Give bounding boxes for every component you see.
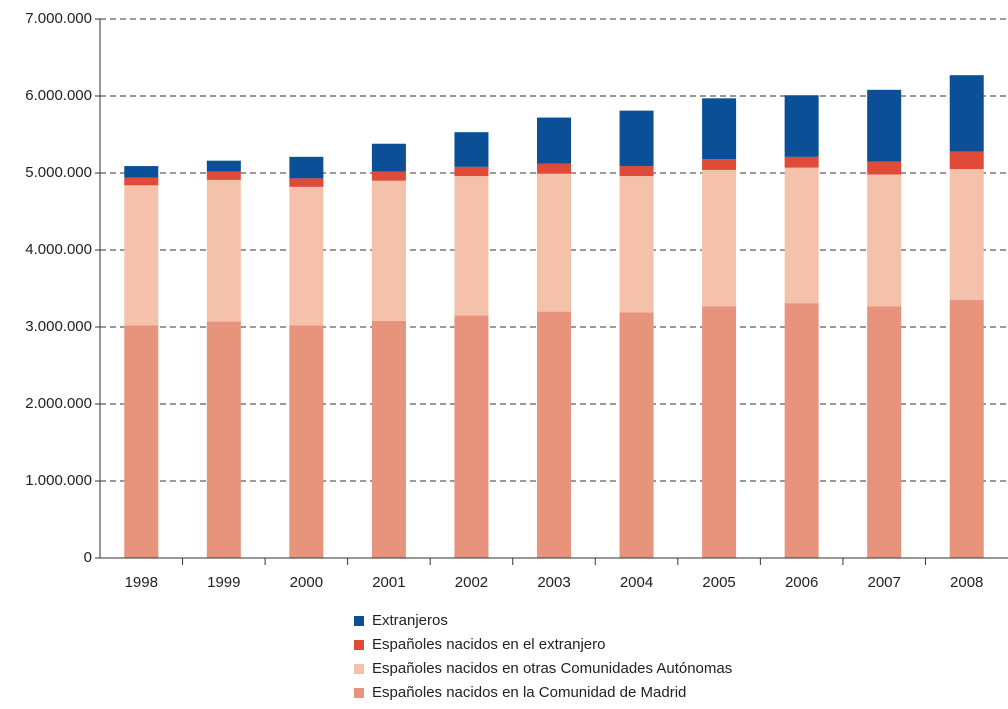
bar-segment	[949, 151, 984, 170]
bar-segment	[371, 180, 406, 321]
bar-segment	[949, 300, 984, 558]
x-tick-label: 1999	[207, 574, 240, 591]
y-tick-label: 1.000.000	[25, 472, 92, 489]
bar-segment	[206, 321, 241, 558]
bar-segment	[537, 117, 571, 164]
legend-label: Extranjeros	[372, 612, 448, 629]
bar-segment	[784, 95, 819, 157]
legend-swatch	[354, 616, 364, 626]
x-tick-label: 2007	[867, 574, 900, 591]
y-tick-label: 2.000.000	[25, 395, 92, 412]
bar-segment	[289, 325, 324, 558]
bar-segment	[124, 166, 159, 178]
legend-label: Españoles nacidos en otras Comunidades A…	[372, 660, 732, 677]
bar-segment	[949, 169, 984, 301]
legend-swatch	[354, 664, 364, 674]
bar-segment	[867, 89, 902, 162]
bar-segment	[619, 110, 654, 167]
bar-segment	[289, 178, 324, 187]
legend-label: Españoles nacidos en la Comunidad de Mad…	[372, 684, 686, 701]
x-tick-label: 2002	[455, 574, 488, 591]
bar-segment	[867, 161, 902, 175]
x-tick-label: 2008	[950, 574, 983, 591]
x-tick-label: 2006	[785, 574, 818, 591]
bar-segment	[454, 132, 489, 167]
bar-segment	[867, 306, 902, 558]
bar-segment	[619, 176, 654, 313]
bar-segment	[124, 177, 159, 186]
bar-segment	[537, 163, 571, 174]
bar-segment	[371, 143, 406, 172]
bar-segment	[454, 166, 489, 177]
bar-segment	[702, 98, 737, 160]
bar-segment	[454, 315, 489, 558]
bar-segment	[206, 160, 241, 172]
bar-segment	[537, 173, 571, 312]
bar-segment	[206, 179, 241, 322]
y-tick-label: 4.000.000	[25, 241, 92, 258]
y-tick-label: 6.000.000	[25, 87, 92, 104]
bar-segment	[537, 311, 571, 558]
y-tick-label: 7.000.000	[25, 10, 92, 27]
legend-label: Españoles nacidos en el extranjero	[372, 636, 605, 653]
x-tick-label: 2004	[620, 574, 653, 591]
y-tick-label: 3.000.000	[25, 318, 92, 335]
bar-segment	[784, 167, 819, 304]
x-tick-label: 2000	[290, 574, 323, 591]
bar-segment	[619, 166, 654, 177]
bar-segment	[206, 171, 241, 180]
x-tick-label: 2001	[372, 574, 405, 591]
x-tick-label: 2005	[702, 574, 735, 591]
bar-segment	[124, 185, 159, 326]
y-tick-label: 5.000.000	[25, 164, 92, 181]
bar-segment	[784, 156, 819, 168]
bar-segment	[867, 174, 902, 307]
bar-segment	[289, 186, 324, 326]
bar-segment	[289, 156, 324, 179]
bar-segment	[949, 75, 984, 152]
x-tick-label: 2003	[537, 574, 570, 591]
bar-segment	[124, 325, 159, 558]
bar-segment	[371, 320, 406, 558]
bar-segment	[702, 169, 737, 307]
bar-segment	[702, 306, 737, 558]
bar-segment	[702, 159, 737, 170]
x-tick-label: 1998	[125, 574, 158, 591]
legend-swatch	[354, 640, 364, 650]
bar-segment	[784, 303, 819, 558]
legend-swatch	[354, 688, 364, 698]
y-tick-label: 0	[84, 549, 92, 566]
bar-segment	[454, 176, 489, 316]
bar-segment	[619, 312, 654, 558]
bar-segment	[371, 171, 406, 181]
